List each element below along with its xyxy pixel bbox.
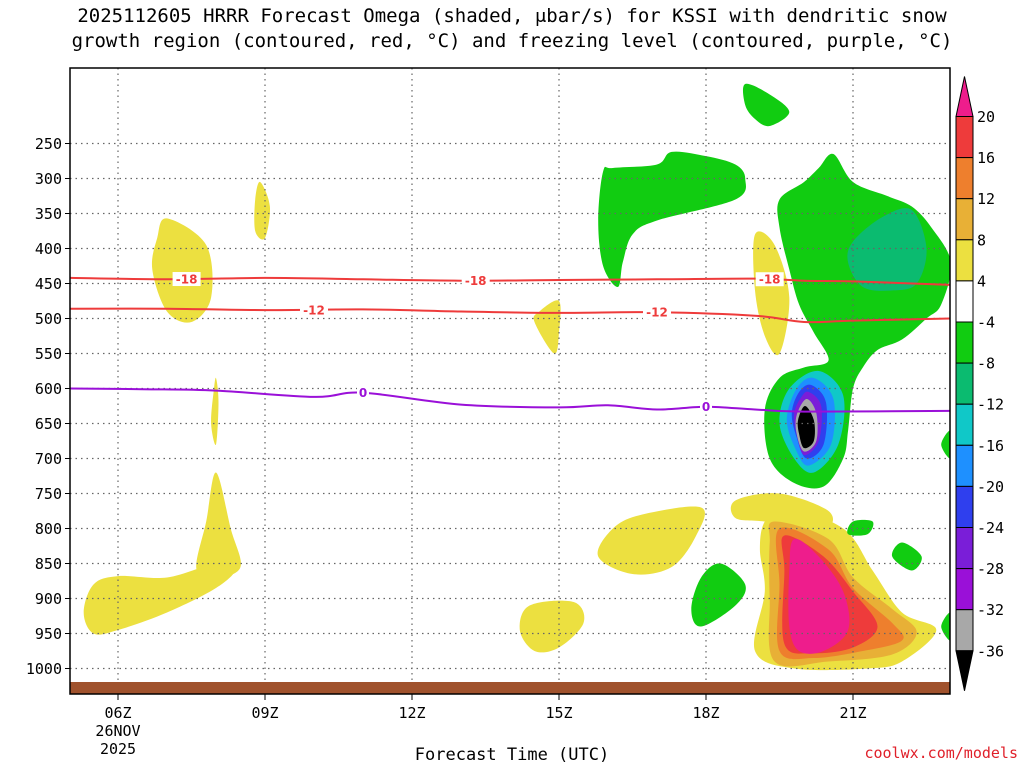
omega-region-4-5	[533, 300, 561, 354]
contour-label-bg	[755, 272, 784, 287]
contour-label-bg	[172, 272, 201, 287]
y-tick-label: 350	[35, 205, 62, 223]
x-axis-label: Forecast Time (UTC)	[414, 745, 610, 765]
x-tick-label: 21Z	[839, 704, 866, 722]
omega-region-neg8-21	[941, 430, 950, 459]
omega-region-20-14	[788, 538, 850, 654]
colorbar-label: -4	[977, 314, 995, 332]
y-tick-label: 300	[35, 170, 62, 188]
title-line-1: 2025112605 HRRR Forecast Omega (shaded, …	[77, 5, 947, 27]
contour-label-bg	[700, 399, 712, 414]
ground-surface-bar	[70, 682, 950, 694]
colorbar-box	[955, 321, 974, 364]
colorbar-label: 20	[977, 108, 995, 126]
omega-region-neg8-19	[847, 519, 874, 536]
contour-neg18	[70, 276, 950, 286]
colorbar-label: 4	[977, 272, 986, 290]
y-tick-label: 900	[35, 590, 62, 608]
omega-region-4-7	[597, 506, 705, 575]
omega-region-4-2	[211, 377, 219, 446]
x-tick-label: 18Z	[692, 704, 719, 722]
colorbar-label: -36	[977, 642, 1004, 660]
contour-label-bg	[643, 305, 671, 320]
credit-text: coolwx.com/models	[864, 744, 1018, 762]
colorbar-box	[955, 239, 974, 282]
contour-label-bg	[461, 273, 490, 288]
contour-label-neg12: -12	[646, 306, 668, 320]
colorbar-bottom-triangle	[955, 650, 974, 691]
colorbar-label: -8	[977, 355, 995, 373]
contour-label-0: 0	[702, 400, 710, 414]
y-tick-label: 650	[35, 415, 62, 433]
colorbar-label: -28	[977, 560, 1004, 578]
colorbar-top-triangle	[955, 76, 974, 117]
colorbar-box	[955, 527, 974, 570]
contour-label-neg18: -18	[465, 274, 487, 288]
y-tick-label: 500	[35, 310, 62, 328]
x-tick-label: 12Z	[398, 704, 425, 722]
y-tick-label: 400	[35, 240, 62, 258]
contour-label-0: 0	[359, 386, 367, 400]
y-tick-label: 250	[35, 135, 62, 153]
y-tick-label: 850	[35, 555, 62, 573]
omega-region-4-4	[83, 563, 236, 635]
contour-label-bg	[300, 302, 328, 317]
omega-region-neg8-20	[891, 542, 922, 571]
y-tick-label: 950	[35, 625, 62, 643]
colorbar-box	[955, 609, 974, 652]
omega-region-neg8-16	[742, 83, 790, 127]
contour-label-neg12: -12	[303, 303, 325, 317]
omega-region-neg8-15	[598, 151, 746, 288]
colorbar-label: 16	[977, 149, 995, 167]
x-tick-label: 06Z	[104, 704, 131, 722]
y-tick-label: 1000	[26, 660, 62, 678]
colorbar-box	[955, 485, 974, 528]
colorbar-box	[955, 362, 974, 405]
colorbar-box	[955, 403, 974, 446]
y-tick-label: 800	[35, 520, 62, 538]
colorbar-box	[955, 198, 974, 241]
colorbar-box	[955, 444, 974, 487]
colorbar-label: -24	[977, 519, 1004, 537]
contour-label-neg18: -18	[759, 273, 781, 287]
chart-title: 2025112605 HRRR Forecast Omega (shaded, …	[0, 4, 1024, 54]
y-tick-label: 450	[35, 275, 62, 293]
colorbar: 20 16 12 8 4 -4 -8 -12 -16 -20 -24 -28 -32 -36	[955, 76, 1004, 691]
omega-region-4-9	[753, 231, 790, 356]
omega-region-4-6	[519, 600, 585, 653]
colorbar-label: -12	[977, 396, 1004, 414]
colorbar-box	[955, 568, 974, 611]
omega-region-neg36-29	[797, 406, 815, 449]
x-date-day: 26NOV	[95, 722, 140, 740]
omega-region-neg8-18	[691, 563, 746, 627]
x-tick-label: 09Z	[251, 704, 278, 722]
colorbar-box	[955, 116, 974, 159]
y-tick-label: 700	[35, 450, 62, 468]
plot-frame	[69, 67, 951, 695]
y-tick-label: 600	[35, 380, 62, 398]
colorbar-label: 8	[977, 231, 986, 249]
contour-label-neg18: -18	[176, 273, 198, 287]
colorbar-label: -32	[977, 601, 1004, 619]
y-tick-label: 750	[35, 485, 62, 503]
contour-neg12	[70, 307, 950, 324]
contour-label-bg	[357, 385, 369, 400]
omega-region-4-3	[196, 472, 241, 578]
x-tick-label: 15Z	[545, 704, 572, 722]
colorbar-box	[955, 280, 974, 323]
contour-0	[70, 387, 950, 413]
title-line-2: growth region (contoured, red, °C) and f…	[71, 30, 953, 52]
y-tick-label: 550	[35, 345, 62, 363]
colorbar-label: 12	[977, 190, 995, 208]
omega-region-neg12-23	[847, 208, 927, 291]
omega-region-neg8-22	[941, 612, 950, 641]
colorbar-label: -20	[977, 478, 1004, 496]
x-date-year: 2025	[100, 740, 136, 758]
colorbar-box	[955, 157, 974, 200]
colorbar-label: -16	[977, 437, 1004, 455]
omega-region-4-1	[254, 181, 271, 240]
omega-region-4-0	[151, 218, 213, 323]
